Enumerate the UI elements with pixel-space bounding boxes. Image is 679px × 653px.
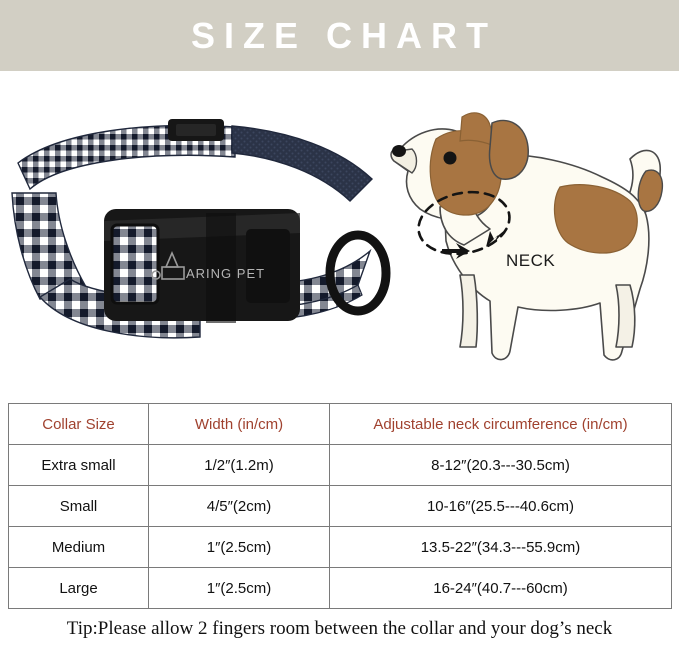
- cell-collar-size: Large: [8, 567, 149, 609]
- cell-collar-size: Medium: [8, 526, 149, 568]
- tip-text: Tip:Please allow 2 fingers room between …: [66, 618, 613, 639]
- column-header-width: Width (in/cm): [148, 403, 330, 445]
- cell-collar-size: Extra small: [8, 444, 149, 486]
- neck-label: NECK: [506, 251, 556, 270]
- column-header-neck-circumference: Adjustable neck circumference (in/cm): [329, 403, 672, 445]
- cell-width: 1″(2.5cm): [148, 567, 330, 609]
- dog-illustration: [390, 112, 664, 361]
- buckle-brand-logo: ARING PET: [151, 250, 265, 281]
- table-row: Large 1″(2.5cm) 16-24″(40.7---60cm): [8, 567, 672, 609]
- cell-neck: 16-24″(40.7---60cm): [329, 567, 672, 609]
- collar-buckle: ARING PET: [104, 209, 300, 323]
- cell-neck: 10-16″(25.5---40.6cm): [329, 485, 672, 527]
- collar-webbing: [231, 125, 374, 202]
- svg-text:ARING PET: ARING PET: [186, 266, 265, 281]
- size-chart-table: Collar Size Width (in/cm) Adjustable nec…: [8, 403, 672, 609]
- cell-width: 1″(2.5cm): [148, 526, 330, 568]
- neck-measure-indicator: [417, 190, 511, 256]
- dog-eye: [443, 151, 457, 165]
- dog-nose: [392, 145, 406, 157]
- cell-neck: 8-12″(20.3---30.5cm): [329, 444, 672, 486]
- column-header-collar-size: Collar Size: [8, 403, 149, 445]
- page-title: SIZE CHART: [191, 14, 497, 56]
- cell-width: 1/2″(1.2m): [148, 444, 330, 486]
- neck-measure-arrows: [442, 229, 506, 259]
- hero-section: ARING PET: [0, 71, 679, 385]
- table-row: Medium 1″(2.5cm) 13.5-22″(34.3---55.9cm): [8, 526, 672, 568]
- table-row: Small 4/5″(2cm) 10-16″(25.5---40.6cm): [8, 485, 672, 527]
- table-header-row: Collar Size Width (in/cm) Adjustable nec…: [8, 403, 672, 445]
- cell-neck: 13.5-22″(34.3---55.9cm): [329, 526, 672, 568]
- collar-d-ring: [325, 230, 391, 316]
- table-row: Extra small 1/2″(1.2m) 8-12″(20.3---30.5…: [8, 444, 672, 486]
- cell-collar-size: Small: [8, 485, 149, 527]
- collar-product-photo: ARING PET: [11, 119, 391, 339]
- cell-width: 4/5″(2cm): [148, 485, 330, 527]
- size-chart-banner: SIZE CHART: [0, 0, 679, 71]
